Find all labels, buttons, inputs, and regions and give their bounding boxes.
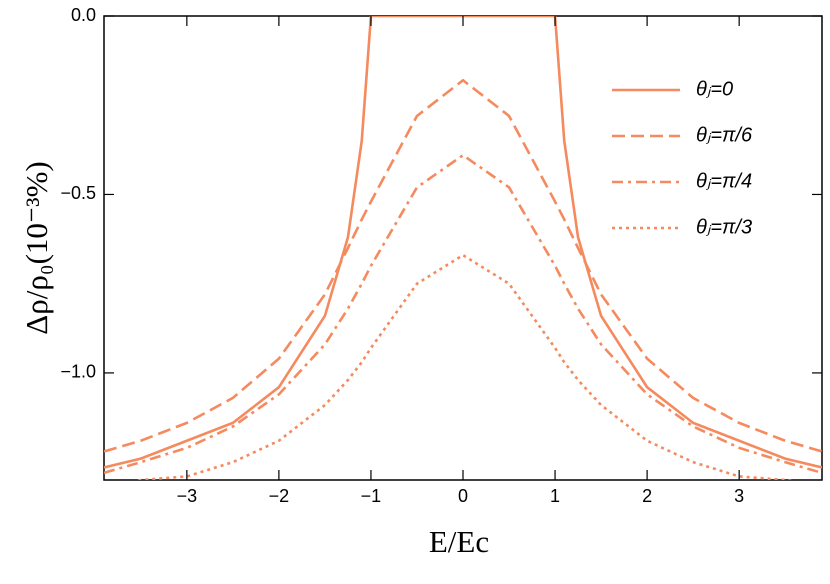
series-line — [133, 253, 793, 480]
y-tick-label: 0.0 — [71, 5, 96, 25]
x-tick-label: 3 — [734, 486, 744, 506]
legend-label: θⱼ=π/6 — [696, 124, 753, 146]
plot-area — [104, 16, 822, 480]
series-line — [104, 78, 822, 453]
legend-label: θⱼ=π/3 — [696, 216, 752, 238]
x-tick-label: −1 — [361, 486, 382, 506]
legend-label: θⱼ=0 — [696, 78, 733, 100]
y-tick-label: −0.5 — [60, 183, 96, 203]
series-line — [104, 16, 822, 469]
y-axis-label: Δρ/ρ₀(10⁻³%) — [19, 161, 54, 334]
x-tick-label: 0 — [458, 486, 468, 506]
y-tick-label: −1.0 — [60, 362, 96, 382]
x-axis-label: E/Ec — [429, 524, 489, 559]
x-tick-label: 2 — [642, 486, 652, 506]
legend-label: θⱼ=π/4 — [696, 170, 752, 192]
series-line — [104, 153, 822, 475]
x-tick-label: 1 — [550, 486, 560, 506]
x-tick-label: −3 — [177, 486, 198, 506]
x-tick-label: −2 — [269, 486, 290, 506]
